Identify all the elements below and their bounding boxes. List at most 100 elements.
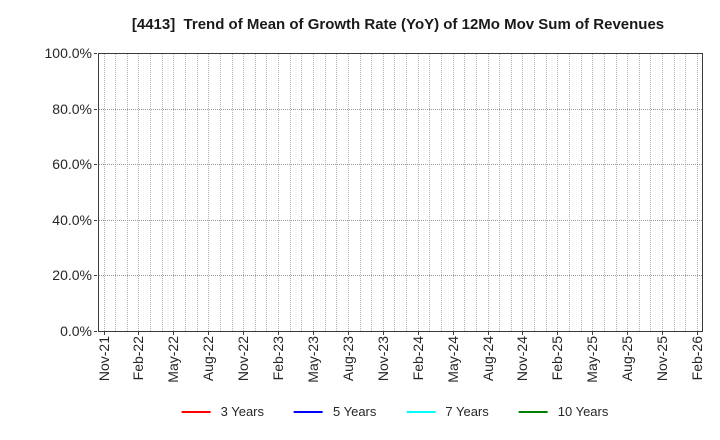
gridline-vertical — [638, 54, 640, 331]
legend-label: 7 Years — [445, 404, 489, 419]
x-tick-mark — [312, 332, 314, 335]
legend-item: 10 Years — [518, 404, 609, 420]
x-tick-mark — [417, 332, 419, 335]
y-tick-label: 40.0% — [52, 211, 92, 228]
gridline-vertical — [534, 54, 536, 331]
grid-layer — [99, 54, 702, 331]
gridline-vertical — [266, 54, 268, 331]
legend-line-swatch — [518, 411, 548, 413]
x-tick-label: Feb-22 — [130, 336, 147, 381]
gridline-vertical — [568, 54, 570, 331]
x-tick-label: Feb-25 — [549, 336, 566, 381]
y-tick-mark — [94, 219, 97, 221]
y-tick-label: 60.0% — [52, 156, 92, 173]
x-tick-label: Feb-23 — [270, 336, 287, 381]
gridline-vertical — [464, 54, 466, 331]
legend-label: 3 Years — [220, 404, 265, 419]
gridline-vertical — [545, 54, 547, 331]
gridline-horizontal — [99, 219, 702, 221]
gridline-vertical — [243, 54, 245, 331]
gridline-vertical — [603, 54, 605, 331]
chart-title: [4413] Trend of Mean of Growth Rate (YoY… — [131, 16, 665, 33]
gridline-vertical — [499, 54, 501, 331]
gridline-vertical — [161, 54, 163, 331]
gridline-vertical — [347, 54, 349, 331]
gridline-vertical — [371, 54, 373, 331]
x-tick-label: Nov-25 — [654, 336, 671, 382]
x-tick-label: May-22 — [165, 336, 182, 383]
x-tick-label: Aug-23 — [339, 336, 356, 382]
gridline-vertical — [196, 54, 198, 331]
gridline-vertical — [219, 54, 221, 331]
x-tick-mark — [522, 332, 524, 335]
gridline-vertical — [487, 54, 489, 331]
x-tick-label: Aug-22 — [200, 336, 217, 382]
gridline-vertical — [382, 54, 384, 331]
gridline-vertical — [697, 54, 698, 331]
x-tick-mark — [103, 332, 105, 335]
x-tick-label: Feb-24 — [409, 336, 426, 381]
x-tick-label: May-25 — [584, 336, 601, 383]
x-tick-label: Feb-26 — [689, 336, 705, 381]
gridline-vertical — [673, 54, 675, 331]
y-tick-mark — [94, 53, 97, 54]
gridline-vertical — [394, 54, 396, 331]
y-tick-label: 100.0% — [44, 45, 92, 61]
gridline-vertical — [406, 54, 408, 331]
gridline-vertical — [324, 54, 326, 331]
gridline-vertical — [126, 54, 128, 331]
x-tick-mark — [173, 332, 175, 335]
legend-line-swatch — [406, 411, 436, 413]
gridline-vertical — [475, 54, 477, 331]
gridline-vertical — [615, 54, 617, 331]
legend-line-swatch — [181, 411, 211, 413]
y-tick-mark — [94, 164, 97, 166]
x-tick-mark — [697, 332, 698, 335]
x-tick-label: May-24 — [444, 336, 461, 383]
legend-label: 5 Years — [333, 404, 377, 419]
gridline-horizontal — [99, 108, 702, 110]
y-tick-mark — [94, 108, 97, 110]
plot-area — [98, 53, 703, 332]
x-tick-mark — [662, 332, 664, 335]
y-tick-label: 20.0% — [52, 267, 92, 284]
y-tick-mark — [94, 275, 97, 277]
x-tick-mark — [557, 332, 559, 335]
gridline-vertical — [452, 54, 454, 331]
gridline-vertical — [522, 54, 524, 331]
gridline-vertical — [662, 54, 664, 331]
gridline-vertical — [150, 54, 152, 331]
legend-item: 7 Years — [406, 404, 489, 420]
gridline-vertical — [312, 54, 314, 331]
legend-label: 10 Years — [557, 404, 609, 419]
x-tick-label: Nov-22 — [235, 336, 252, 382]
x-tick-mark — [347, 332, 349, 335]
gridline-vertical — [592, 54, 594, 331]
y-tick-label: 80.0% — [52, 100, 92, 117]
y-tick-mark — [94, 331, 97, 332]
gridline-vertical — [359, 54, 361, 331]
gridline-vertical — [650, 54, 652, 331]
gridline-vertical — [103, 54, 105, 331]
x-tick-mark — [487, 332, 489, 335]
legend-item: 3 Years — [181, 404, 265, 420]
x-tick-label: Aug-24 — [479, 336, 496, 382]
gridline-vertical — [685, 54, 687, 331]
gridline-vertical — [254, 54, 256, 331]
gridline-vertical — [231, 54, 233, 331]
legend-line-swatch — [294, 411, 324, 413]
gridline-vertical — [278, 54, 280, 331]
gridline-vertical — [138, 54, 140, 331]
gridline-vertical — [173, 54, 175, 331]
x-tick-mark — [382, 332, 384, 335]
gridline-vertical — [301, 54, 303, 331]
legend-item: 5 Years — [294, 404, 376, 420]
x-tick-mark — [138, 332, 140, 335]
gridline-vertical — [208, 54, 210, 331]
gridline-vertical — [417, 54, 419, 331]
x-tick-mark — [627, 332, 629, 335]
gridline-vertical — [184, 54, 186, 331]
gridline-horizontal — [99, 275, 702, 277]
x-tick-mark — [243, 332, 245, 335]
